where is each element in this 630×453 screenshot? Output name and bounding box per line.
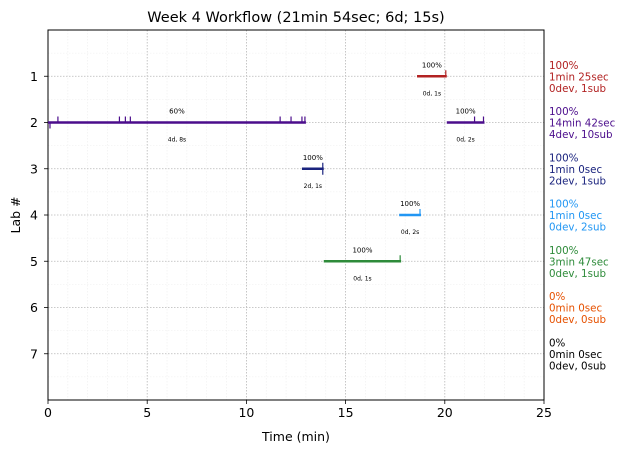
lab-1-summary-line: 1min 25sec [549, 71, 609, 83]
lab-6-summary-line: 0min 0sec [549, 303, 602, 315]
segment-info-label: 4d, 8s [168, 137, 186, 144]
y-tick-label: 2 [30, 115, 38, 130]
y-tick-label: 4 [30, 208, 38, 223]
lab-5-summary-line: 0dev, 1sub [549, 268, 606, 280]
x-tick-label: 5 [143, 405, 151, 420]
x-tick-label: 25 [536, 405, 552, 420]
chart-title: Week 4 Workflow (21min 54sec; 6d; 15s) [147, 10, 444, 26]
lab-4-summary-line: 100% [549, 199, 579, 211]
y-tick-label: 5 [30, 254, 38, 269]
segment-percent-label: 60% [169, 108, 185, 116]
lab-7-summary-line: 0% [549, 337, 566, 349]
x-tick-label: 15 [338, 405, 354, 420]
lab-2-summary-line: 100% [549, 106, 579, 118]
segment-percent-label: 100% [352, 246, 372, 254]
segment-info-label: 0d, 1s [423, 90, 441, 97]
lab-6-summary-line: 0% [549, 291, 566, 303]
lab-7-summary-line: 0min 0sec [549, 349, 602, 361]
x-tick-label: 0 [44, 405, 52, 420]
lab-6-summary-line: 0dev, 0sub [549, 314, 606, 326]
x-tick-label: 20 [437, 405, 453, 420]
lab-2-summary-line: 4dev, 10sub [549, 129, 613, 141]
segment-info-label: 0d, 2s [401, 229, 419, 236]
lab-7-summary-line: 0dev, 0sub [549, 360, 606, 372]
y-tick-label: 1 [30, 69, 38, 84]
y-tick-label: 6 [30, 300, 38, 315]
lab-3-summary-line: 2dev, 1sub [549, 175, 606, 187]
y-axis-label: Lab # [8, 196, 23, 233]
segment-info-label: 0d, 2s [456, 137, 474, 144]
x-tick-label: 10 [238, 405, 254, 420]
lab-5-summary-line: 100% [549, 245, 579, 257]
lab-4-summary-line: 0dev, 2sub [549, 222, 606, 234]
y-tick-label: 3 [30, 161, 38, 176]
segment-percent-label: 100% [456, 108, 476, 116]
segment-info-label: 2d, 1s [304, 183, 322, 190]
lab-4-summary-line: 1min 0sec [549, 210, 602, 222]
lab-3-summary-line: 100% [549, 152, 579, 164]
lab-1-summary-line: 100% [549, 60, 579, 72]
segment-percent-label: 100% [303, 154, 323, 162]
segment-info-label: 0d, 1s [353, 275, 371, 282]
segment-percent-label: 100% [400, 200, 420, 208]
segment-percent-label: 100% [422, 61, 442, 69]
plot-frame [47, 29, 545, 401]
x-axis-label: Time (min) [261, 429, 330, 444]
lab-2-summary-line: 14min 42sec [549, 118, 616, 130]
y-tick-label: 7 [30, 346, 38, 361]
lab-3-summary-line: 1min 0sec [549, 164, 602, 176]
lab-5-summary-line: 3min 47sec [549, 256, 609, 268]
lab-1-summary-line: 0dev, 1sub [549, 83, 606, 95]
